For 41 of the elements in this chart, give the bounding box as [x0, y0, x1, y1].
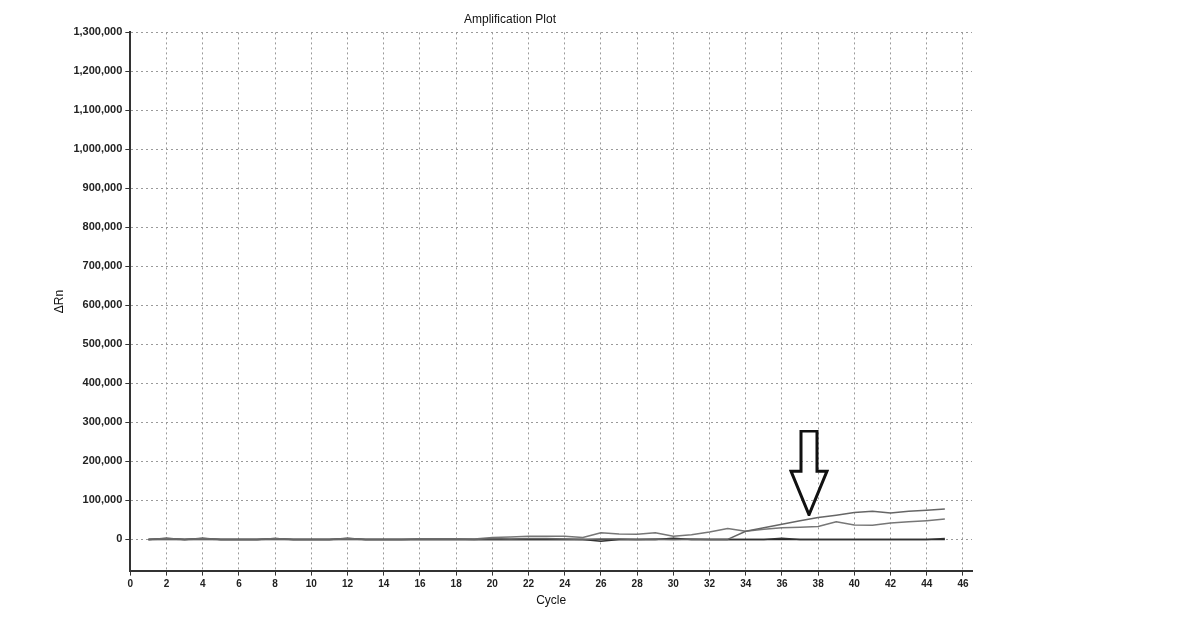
x-tick-label: 2: [163, 578, 170, 590]
x-axis-title: Cycle: [536, 593, 567, 608]
x-tick-label: 34: [740, 578, 752, 590]
x-tick-label: 44: [921, 578, 933, 590]
x-tick-label: 38: [812, 578, 825, 590]
x-tick-label: 12: [341, 578, 354, 590]
y-tick-label: 400,000: [82, 376, 123, 389]
y-tick-label: 1,200,000: [73, 64, 123, 77]
y-tick-label: 500,000: [82, 337, 123, 350]
y-tick-label: 1,100,000: [73, 103, 123, 116]
x-tick-label: 4: [199, 578, 206, 590]
y-tick-label: 300,000: [82, 415, 123, 428]
x-tick-label: 0: [127, 578, 134, 590]
x-tick-label: 40: [848, 578, 861, 590]
x-tick-label: 10: [305, 578, 318, 590]
y-tick-label: 600,000: [82, 298, 123, 311]
x-tick-label: 28: [631, 578, 644, 590]
x-tick-label: 14: [378, 578, 390, 590]
x-tick-label: 30: [667, 578, 680, 590]
x-tick-label: 22: [522, 578, 535, 590]
x-tick-label: 46: [957, 578, 969, 590]
x-tick-label: 42: [884, 578, 897, 590]
y-tick-label: 200,000: [82, 454, 123, 467]
x-tick-label: 20: [486, 578, 499, 590]
chart-title: Amplification Plot: [463, 11, 557, 26]
x-tick-label: 24: [559, 578, 571, 590]
y-tick-label: 800,000: [82, 220, 123, 233]
y-tick-label: 0: [116, 532, 123, 545]
x-tick-label: 8: [272, 578, 279, 590]
x-tick-label: 26: [595, 578, 607, 590]
y-tick-label: 100,000: [82, 493, 123, 506]
x-tick-label: 6: [236, 578, 243, 590]
y-axis-title: ΔRn: [51, 289, 66, 314]
y-tick-label: 1,300,000: [73, 25, 123, 38]
x-tick-label: 32: [703, 578, 716, 590]
y-tick-label: 700,000: [82, 259, 123, 272]
y-tick-label: 900,000: [82, 181, 123, 194]
x-tick-label: 36: [776, 578, 788, 590]
y-tick-label: 1,000,000: [73, 142, 123, 155]
x-tick-label: 16: [414, 578, 426, 590]
x-tick-label: 18: [450, 578, 463, 590]
